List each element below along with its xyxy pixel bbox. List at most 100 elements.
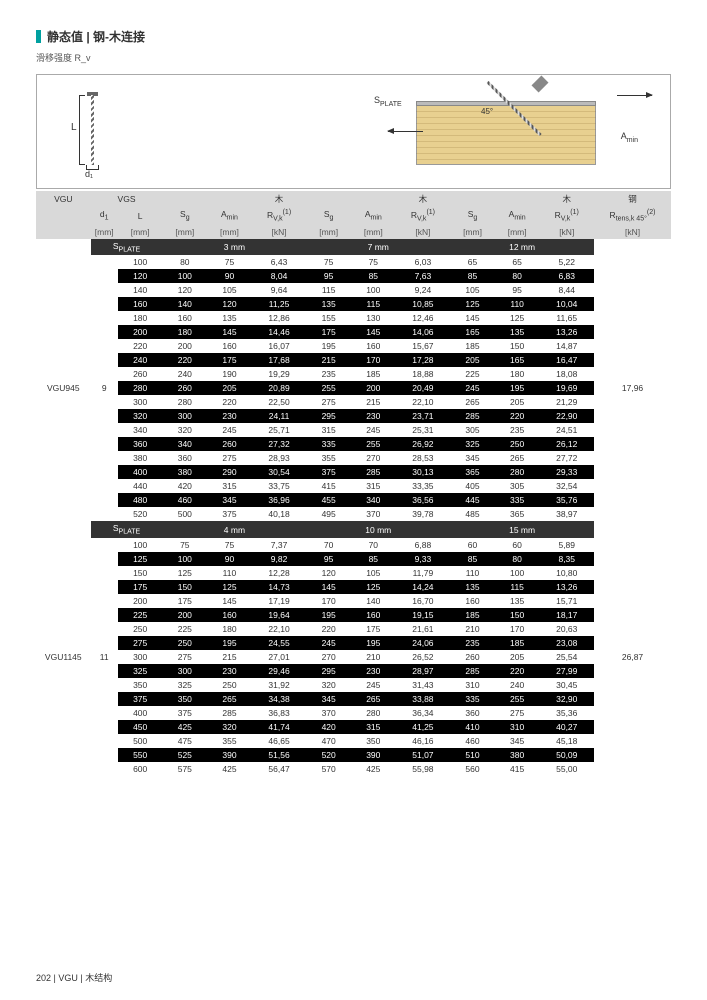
cell: 175 — [351, 622, 396, 636]
cell: 295 — [306, 409, 351, 423]
cell: 220 — [495, 664, 540, 678]
cell: 12,86 — [252, 311, 307, 325]
cell: 260 — [207, 437, 252, 451]
cell: 32,54 — [539, 479, 594, 493]
cell: 14,46 — [252, 325, 307, 339]
cell: 370 — [306, 706, 351, 720]
cell: 260 — [118, 367, 163, 381]
cell: 36,83 — [252, 706, 307, 720]
cell: 265 — [450, 395, 495, 409]
cell: 500 — [163, 507, 208, 521]
cell: 100 — [118, 255, 163, 269]
cell: 305 — [450, 423, 495, 437]
rtens-value: 17,96 — [594, 255, 671, 521]
cell: 520 — [306, 748, 351, 762]
amin-label: Amin — [621, 131, 638, 144]
cell: 140 — [118, 283, 163, 297]
wood-diagram: SPLATE 45° Amin — [386, 87, 646, 177]
cell: 95 — [306, 552, 351, 566]
cell: 210 — [450, 622, 495, 636]
cell: 215 — [351, 395, 396, 409]
cell: 275 — [306, 395, 351, 409]
cell: 145 — [207, 594, 252, 608]
cell: 41,74 — [252, 720, 307, 734]
cell: 85 — [351, 269, 396, 283]
cell: 300 — [163, 409, 208, 423]
cell: 420 — [306, 720, 351, 734]
cell: 22,50 — [252, 395, 307, 409]
cell: 255 — [351, 437, 396, 451]
cell: 450 — [118, 720, 163, 734]
cell: 280 — [495, 465, 540, 479]
cell: 375 — [163, 706, 208, 720]
cell: 460 — [450, 734, 495, 748]
cell: 185 — [495, 636, 540, 650]
cell: 570 — [306, 762, 351, 776]
cell: 390 — [351, 748, 396, 762]
cell: 200 — [118, 325, 163, 339]
table-row: 16014012011,2513511510,8512511010,04 — [36, 297, 671, 311]
d1-value: 11 — [91, 538, 118, 776]
cell: 350 — [351, 734, 396, 748]
cell: 195 — [495, 381, 540, 395]
cell: 100 — [163, 269, 208, 283]
cell: 210 — [351, 650, 396, 664]
cell: 27,99 — [539, 664, 594, 678]
cell: 105 — [207, 283, 252, 297]
cell: 80 — [495, 269, 540, 283]
cell: 230 — [207, 409, 252, 423]
accent-bar — [36, 30, 41, 43]
cell: 30,45 — [539, 678, 594, 692]
cell: 14,73 — [252, 580, 307, 594]
cell: 280 — [351, 706, 396, 720]
cell: 205 — [450, 353, 495, 367]
cell: 23,71 — [396, 409, 451, 423]
cell: 400 — [118, 706, 163, 720]
cell: 350 — [118, 678, 163, 692]
cell: 160 — [351, 608, 396, 622]
cell: 265 — [207, 692, 252, 706]
page-number: 202 — [36, 973, 51, 983]
cell: 115 — [495, 580, 540, 594]
cell: 145 — [351, 325, 396, 339]
cell: 125 — [450, 297, 495, 311]
cell: 125 — [118, 552, 163, 566]
cell: 100 — [163, 552, 208, 566]
cell: 310 — [495, 720, 540, 734]
cell: 11,79 — [396, 566, 451, 580]
cell: 335 — [306, 437, 351, 451]
cell: 245 — [306, 636, 351, 650]
cell: 80 — [495, 552, 540, 566]
page-footer: 202 | VGU | 木结构 — [36, 971, 112, 984]
cell: 115 — [306, 283, 351, 297]
cell: 575 — [163, 762, 208, 776]
cell: 275 — [118, 636, 163, 650]
cell: 495 — [306, 507, 351, 521]
cell: 9,64 — [252, 283, 307, 297]
cell: 33,88 — [396, 692, 451, 706]
cell: 135 — [306, 297, 351, 311]
cell: 285 — [351, 465, 396, 479]
cell: 20,63 — [539, 622, 594, 636]
cell: 22,10 — [252, 622, 307, 636]
cell: 315 — [351, 479, 396, 493]
cell: 125 — [207, 580, 252, 594]
cell: 335 — [495, 493, 540, 507]
cell: 225 — [163, 622, 208, 636]
cell: 115 — [351, 297, 396, 311]
model-label: VGU1145 — [36, 538, 91, 776]
cell: 350 — [163, 692, 208, 706]
table-row: VGU11451110075757,3770706,8860605,8926,8… — [36, 538, 671, 552]
table-row: 22520016019,6419516019,1518515018,17 — [36, 608, 671, 622]
cell: 32,90 — [539, 692, 594, 706]
cell: 360 — [450, 706, 495, 720]
cell: 11,25 — [252, 297, 307, 311]
cell: 5,22 — [539, 255, 594, 269]
cell: 195 — [306, 608, 351, 622]
cell: 340 — [163, 437, 208, 451]
cell: 365 — [495, 507, 540, 521]
cell: 230 — [207, 664, 252, 678]
cell: 27,72 — [539, 451, 594, 465]
cell: 10,04 — [539, 297, 594, 311]
cell: 325 — [118, 664, 163, 678]
